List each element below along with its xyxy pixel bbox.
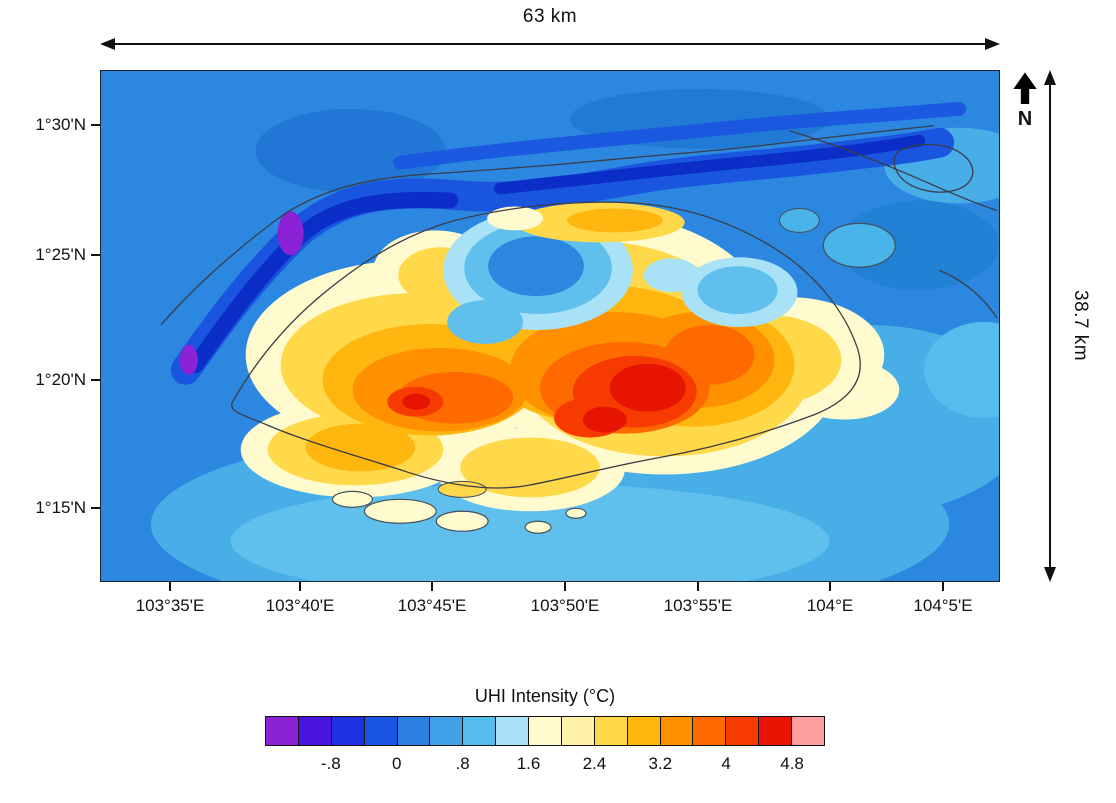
y-axis-tick: [91, 379, 100, 381]
uhi-heatmap: [101, 71, 999, 581]
north-indicator: N: [1004, 72, 1046, 131]
north-arrow-icon: [1013, 72, 1037, 104]
x-axis-tick: [942, 582, 944, 591]
x-axis-tick: [431, 582, 433, 591]
x-axis-label: 104°5'E: [913, 596, 973, 615]
y-axis-tick: [91, 254, 100, 256]
colorbar-cell: [726, 717, 760, 745]
y-axis-tick: [91, 124, 100, 126]
colorbar-tick-label: 0: [392, 754, 402, 773]
colorbar-tick-label: .8: [455, 754, 470, 773]
colorbar-cell: [430, 717, 464, 745]
colorbar-cell: [364, 717, 398, 745]
colorbar-cell: [693, 717, 727, 745]
colorbar-cell: [627, 717, 661, 745]
map-width-scale-label: 63 km: [522, 6, 578, 27]
colorbar-cell: [496, 717, 529, 745]
colorbar-tick-label: 1.6: [516, 754, 541, 773]
y-axis-tick: [91, 507, 100, 509]
x-axis-label: 103°40'E: [265, 596, 335, 615]
colorbar-cell: [298, 717, 332, 745]
x-axis-tick: [299, 582, 301, 591]
x-axis-tick: [564, 582, 566, 591]
colorbar-cell: [463, 717, 497, 745]
colorbar-tick-label: 3.2: [648, 754, 673, 773]
colorbar-labels: -.8 0 .8 1.6 2.4 3.2 4 4.8: [265, 754, 825, 778]
colorbar-cell: [331, 717, 365, 745]
colorbar-title: UHI Intensity (°C): [474, 686, 616, 706]
y-axis-label: 1°15'N: [35, 498, 86, 517]
x-axis-label: 103°50'E: [530, 596, 600, 615]
colorbar-cell: [397, 717, 431, 745]
map-canvas: [100, 70, 1000, 582]
colorbar-cell: [266, 717, 299, 745]
colorbar-cell: [759, 717, 792, 745]
colorbar: [265, 716, 825, 746]
y-axis-label: 1°30'N: [35, 115, 86, 134]
y-axis-label: 1°20'N: [35, 370, 86, 389]
colorbar-cell: [660, 717, 694, 745]
colorbar-tick-label: 4.8: [780, 754, 804, 773]
vertical-scale-arrow: [1044, 70, 1056, 582]
x-axis-label: 103°35'E: [135, 596, 205, 615]
colorbar-tick-label: 4: [721, 754, 731, 773]
map-height-scale-label: 38.7 km: [1070, 290, 1091, 362]
x-axis-label: 103°45'E: [397, 596, 467, 615]
north-label: N: [1017, 108, 1033, 130]
x-axis-label: 103°55'E: [663, 596, 733, 615]
colorbar-cell: [594, 717, 628, 745]
x-axis-tick: [697, 582, 699, 591]
x-axis-label: 104°E: [806, 596, 854, 615]
colorbar-tick-label: 2.4: [582, 754, 607, 773]
y-axis-label: 1°25'N: [35, 245, 86, 264]
colorbar-cell: [792, 717, 824, 745]
colorbar-cell: [561, 717, 595, 745]
colorbar-cell: [529, 717, 562, 745]
horizontal-scale-arrow: [100, 38, 1000, 50]
colorbar-tick-label: -.8: [320, 754, 341, 773]
x-axis-tick: [169, 582, 171, 591]
x-axis-tick: [829, 582, 831, 591]
